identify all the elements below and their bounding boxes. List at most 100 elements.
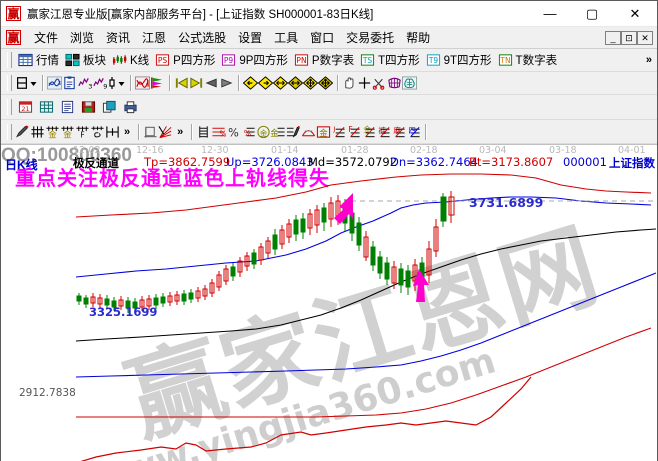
svg-text:金: 金 [320,127,329,137]
brain-icon[interactable] [402,76,417,90]
p9-square-button[interactable]: P9 9P四方形 [218,51,291,69]
zoom-h2-icon[interactable] [288,76,303,90]
t-square-button[interactable]: TS T四方形 [357,51,423,69]
zoom-h-icon[interactable] [273,76,288,90]
multi-9-chart-icon[interactable]: 9 [92,76,107,90]
menu-settings[interactable]: 设置 [238,31,263,45]
menu-file[interactable]: 文件 [34,31,59,45]
overlay-chart-icon[interactable] [47,76,62,90]
measure-icon[interactable] [105,125,120,139]
toolbar-grip[interactable] [7,123,12,140]
p-square-button[interactable]: PS P四方形 [152,51,218,69]
maximize-icon[interactable]: ▢ [585,5,599,21]
grid-lines-icon[interactable] [30,125,45,139]
zoom-all-icon[interactable] [303,76,318,90]
current-price-label: 3731.6899 [469,195,544,210]
menu-window[interactable]: 窗口 [310,31,335,45]
angle-cn3-icon[interactable]: 四 [406,125,421,139]
chart-panel[interactable]: 日K线 12-02 12-16 12-30 01-14 01-28 02-18 … [1,144,657,461]
drawing-overflow-chevron-1[interactable]: » [124,125,131,138]
toolbar-grip[interactable] [7,52,12,68]
clipboard-icon[interactable] [62,76,77,90]
menu-browse[interactable]: 浏览 [70,31,95,45]
box-frame-icon[interactable] [143,125,158,139]
chart-canvas[interactable] [1,145,657,461]
angle-f-icon[interactable]: F [346,125,361,139]
menu-news[interactable]: 资讯 [106,31,131,45]
ladder-icon[interactable] [196,125,211,139]
svg-text:金: 金 [48,129,57,138]
hand-icon[interactable] [342,76,357,90]
sector-button[interactable]: 板块 [62,51,109,69]
angle-cn1-icon[interactable]: 裢 [376,125,391,139]
print-icon[interactable] [123,100,138,114]
table-icon[interactable] [39,100,54,114]
minimize-icon[interactable]: — [543,6,557,21]
next-icon[interactable] [219,76,234,90]
shift-left-icon[interactable] [243,76,258,90]
p-number-table-button[interactable]: PN P数字表 [291,51,357,69]
mdi-window-controls: _ ⊡ ✕ [605,30,657,45]
calendar-icon[interactable]: 21 [18,100,33,114]
indicator-value-tp: Tp=3862.7599 [144,155,231,169]
mdi-restore-icon[interactable]: ⊡ [621,30,637,45]
angle-gold-icon[interactable]: 金 [361,125,376,139]
t-square-label: T四方形 [378,55,420,67]
multi-3-chart-icon[interactable]: 3 [77,76,92,90]
period-day-icon[interactable] [15,76,29,90]
shift-right-icon[interactable] [258,76,273,90]
svg-text:P9: P9 [224,56,234,65]
zoom-all2-icon[interactable] [318,76,333,90]
menu-help[interactable]: 帮助 [406,31,431,45]
flag-icon[interactable] [150,76,165,90]
percent-grid-icon[interactable]: % [241,125,256,139]
menu-gann[interactable]: 江恩 [142,31,167,45]
candle-body-icon[interactable] [107,76,117,90]
toolbar-grip[interactable] [7,99,12,115]
gold-grid-icon[interactable]: 金 [271,125,286,139]
kline-button[interactable]: K线 [109,51,152,69]
dropdown-arrow-icon[interactable] [117,76,126,90]
pen-draw-icon[interactable] [15,124,30,139]
pen-red-icon[interactable] [286,125,301,139]
rays-icon[interactable] [158,125,173,139]
copy-icon[interactable] [102,100,117,114]
dropdown-arrow-icon[interactable] [29,76,38,90]
gold-box-icon[interactable]: 金 [316,125,331,139]
svg-text:PN: PN [296,56,306,65]
mdi-minimize-icon[interactable]: _ [605,30,621,45]
percent-icon[interactable]: % [226,125,241,139]
p9-square-label: 9P四方形 [239,55,288,67]
scissors-icon[interactable] [372,76,387,90]
mdi-close-icon[interactable]: ✕ [637,30,653,45]
svg-text:%: % [244,128,251,137]
spiral-icon[interactable] [90,125,105,139]
skip-last-icon[interactable] [189,76,204,90]
angle-cn2-icon[interactable]: 麻 [391,125,406,139]
document-icon[interactable] [60,100,75,114]
menu-tools[interactable]: 工具 [274,31,299,45]
gann-gold-1-icon[interactable]: 金 [45,125,60,139]
percent-line-icon[interactable]: % [211,125,226,139]
skip-first-icon[interactable] [174,76,189,90]
toolbar-grip[interactable] [7,75,12,91]
crosshair-icon[interactable] [357,76,372,90]
indicator-red-icon[interactable] [135,76,150,90]
symbol-name: 上证指数 [609,158,655,170]
net-icon[interactable] [387,76,402,90]
fan-f-icon[interactable]: F [75,125,90,139]
gold-circle-icon[interactable]: 金 [256,125,271,139]
close-icon[interactable]: ✕ [629,5,641,21]
gann-gold-2-icon[interactable]: 金 [60,125,75,139]
t-number-table-button[interactable]: TN T数字表 [495,51,561,69]
prev-icon[interactable] [204,76,219,90]
toolbar-overflow-chevron[interactable]: » [645,54,652,66]
save-icon[interactable] [81,100,96,114]
t9-square-button[interactable]: T9 9T四方形 [423,51,495,69]
drawing-overflow-chevron-2[interactable]: » [177,125,184,138]
menu-formula-screen[interactable]: 公式选股 [178,31,227,45]
quotes-button[interactable]: 行情 [15,51,62,69]
menu-trade-order[interactable]: 交易委托 [346,31,395,45]
angle-j-icon[interactable]: J [331,125,346,139]
arc-icon[interactable] [301,125,316,139]
